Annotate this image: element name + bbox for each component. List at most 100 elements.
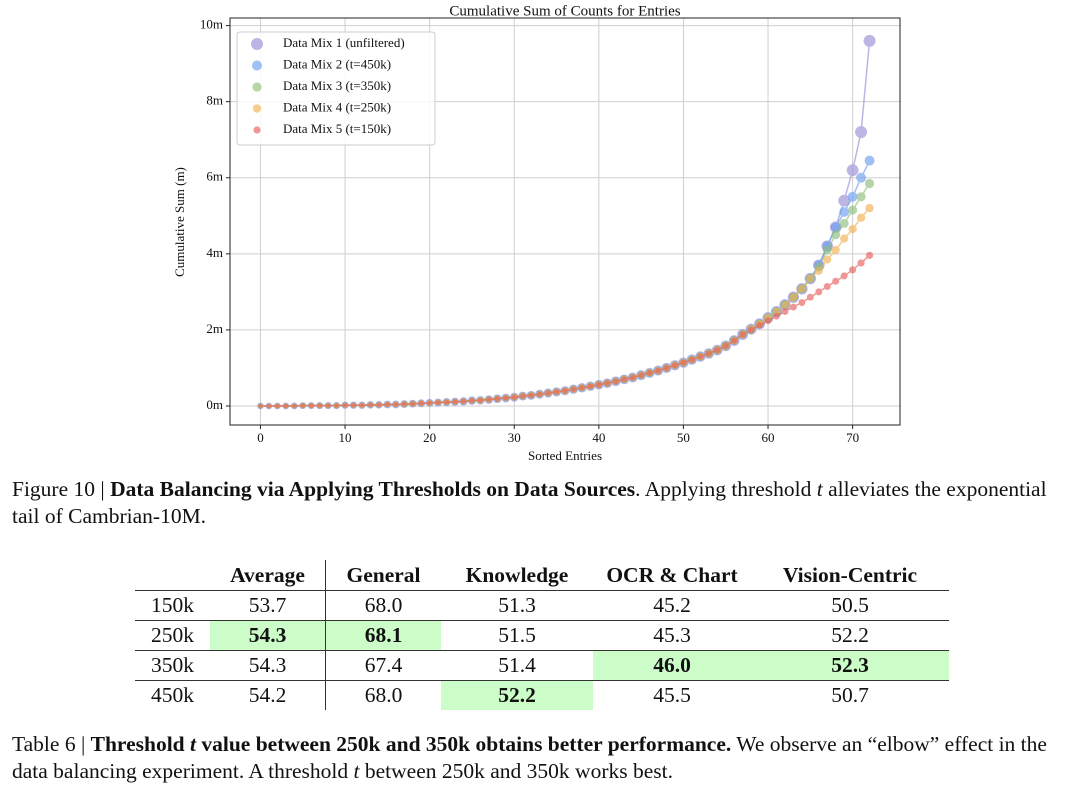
data-point bbox=[579, 384, 585, 391]
data-point bbox=[798, 299, 806, 306]
header-cell bbox=[135, 560, 210, 591]
data-point bbox=[839, 207, 850, 217]
legend-label: Data Mix 4 (t=250k) bbox=[283, 99, 391, 114]
data-point bbox=[806, 293, 814, 301]
table-row: 350k 54.3 67.4 51.4 46.0 52.3 bbox=[135, 650, 949, 681]
data-point bbox=[401, 401, 407, 407]
series bbox=[258, 203, 874, 409]
data-point bbox=[266, 403, 271, 408]
data-point bbox=[756, 322, 763, 329]
data-point bbox=[477, 397, 483, 403]
data-point bbox=[848, 205, 858, 215]
header-cell: Knowledge bbox=[465, 562, 569, 587]
caption-text: between 250k and 350k works best. bbox=[364, 759, 673, 783]
data-point bbox=[839, 218, 849, 228]
table-cell: 45.5 bbox=[593, 680, 751, 710]
data-point bbox=[739, 331, 746, 338]
x-tick-label: 30 bbox=[508, 430, 521, 445]
data-point bbox=[790, 303, 797, 311]
data-point bbox=[680, 359, 687, 366]
table-row: 150k 53.7 68.0 51.3 45.2 50.5 bbox=[135, 590, 949, 621]
plot-frame bbox=[229, 17, 901, 426]
data-point bbox=[856, 192, 866, 202]
header-cell: Vision-Centric bbox=[782, 562, 918, 587]
data-point bbox=[789, 293, 798, 302]
x-tick-label: 70 bbox=[846, 430, 859, 445]
table-cell: 250k bbox=[135, 620, 210, 651]
data-point bbox=[846, 164, 859, 177]
caption-var: t bbox=[353, 759, 360, 783]
table: Average General Knowledge OCR & Chart Vision… bbox=[135, 560, 949, 710]
data-point bbox=[705, 350, 712, 357]
data-point bbox=[460, 398, 467, 404]
table-row: 250k 54.3 68.1 51.5 45.3 52.2 bbox=[135, 620, 949, 651]
caption-text: . Applying threshold bbox=[635, 477, 812, 501]
y-tick-label: 10m bbox=[200, 17, 223, 32]
data-point bbox=[688, 356, 696, 363]
data-point bbox=[864, 155, 875, 166]
legend-label: Data Mix 2 (t=450k) bbox=[283, 56, 391, 71]
data-point bbox=[325, 403, 331, 408]
table-cell: 54.3 bbox=[210, 650, 326, 681]
x-tick-label: 60 bbox=[762, 430, 775, 445]
chart-title: Cumulative Sum of Counts for Entries bbox=[449, 3, 680, 19]
table-cell: 51.3 bbox=[441, 590, 593, 621]
table-cell: 450k bbox=[135, 680, 210, 710]
series-line bbox=[260, 160, 871, 407]
data-point bbox=[815, 288, 823, 296]
data-point bbox=[629, 374, 636, 381]
data-point bbox=[275, 403, 280, 409]
series bbox=[257, 155, 875, 409]
data-point bbox=[528, 392, 534, 399]
table-cell: 68.0 bbox=[325, 590, 441, 621]
data-point bbox=[536, 391, 543, 397]
chart: Cumulative Sum of Counts for Entries Sor… bbox=[172, 3, 901, 463]
legend-label: Data Mix 5 (t=150k) bbox=[283, 121, 391, 136]
data-point bbox=[830, 222, 841, 233]
data-point bbox=[865, 251, 874, 259]
x-tick-label: 20 bbox=[423, 430, 436, 445]
legend-box bbox=[236, 31, 436, 146]
figure-caption: Figure 10 | Data Balancing via Applying … bbox=[12, 476, 1076, 530]
table-cell: 52.2 bbox=[441, 680, 593, 710]
legend-marker bbox=[251, 38, 263, 50]
data-point bbox=[520, 393, 526, 399]
header-cell: OCR & Chart bbox=[606, 562, 738, 587]
caption-text: We observe an “elbow” effect in the data… bbox=[12, 732, 1047, 783]
table-row: 450k 54.2 68.0 52.2 45.5 50.7 bbox=[135, 680, 949, 710]
table-cell: 53.7 bbox=[210, 590, 326, 621]
data-point bbox=[697, 353, 704, 360]
table-cell: 68.1 bbox=[325, 620, 441, 651]
data-point bbox=[545, 390, 551, 396]
table-cell: 52.2 bbox=[751, 620, 949, 651]
data-point bbox=[258, 404, 263, 408]
data-point bbox=[722, 342, 729, 350]
data-point bbox=[747, 326, 755, 334]
data-point bbox=[823, 283, 831, 291]
caption-label: Figure 10 | bbox=[12, 477, 105, 501]
data-point bbox=[503, 395, 509, 401]
data-point bbox=[292, 403, 297, 409]
data-point bbox=[452, 399, 458, 405]
data-point bbox=[562, 387, 568, 394]
data-point bbox=[814, 266, 823, 275]
data-point bbox=[376, 402, 382, 408]
table-cell: 150k bbox=[135, 590, 210, 621]
data-point bbox=[847, 191, 858, 202]
x-axis-label: Sorted Entries bbox=[528, 448, 602, 463]
data-point bbox=[646, 369, 653, 376]
x-tick-label: 40 bbox=[592, 430, 605, 445]
legend-label: Data Mix 3 (t=350k) bbox=[283, 78, 391, 93]
x-tick-label: 50 bbox=[677, 430, 690, 445]
table-cell: 51.4 bbox=[441, 650, 593, 681]
data-point bbox=[359, 402, 365, 408]
data-point bbox=[410, 401, 416, 407]
caption-var: t bbox=[190, 732, 196, 756]
data-point bbox=[806, 274, 815, 283]
caption-title: Threshold bbox=[90, 732, 185, 756]
data-point bbox=[368, 402, 373, 408]
data-point bbox=[621, 376, 628, 383]
caption-title: Data Balancing via Applying Thresholds o… bbox=[110, 477, 636, 501]
data-point bbox=[863, 34, 876, 47]
